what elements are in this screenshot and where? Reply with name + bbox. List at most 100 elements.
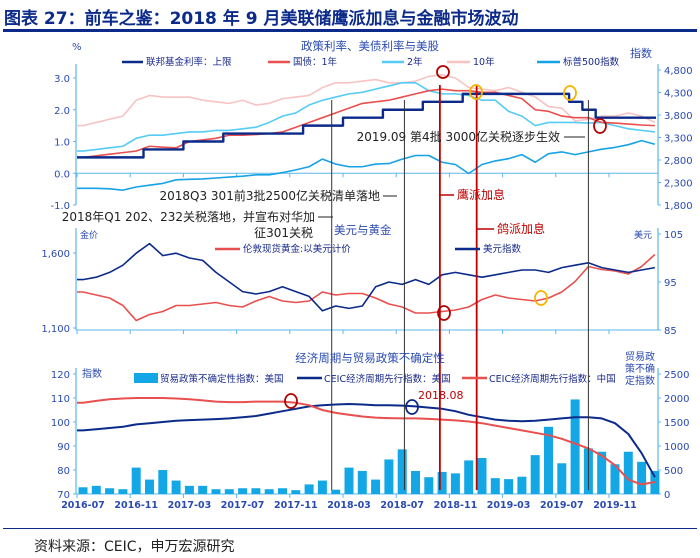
bar-tpu: [464, 460, 474, 494]
bar-tpu: [224, 489, 234, 494]
legend-label-us-cycle: CEIC经济周期先行指数：美国: [324, 373, 451, 385]
y-tick-label-right: 3,300: [664, 134, 693, 145]
bar-tpu: [304, 484, 314, 494]
highlight-circle-us-cycle: [405, 399, 419, 415]
bar-tpu: [504, 479, 514, 494]
y-tick-label-right: 0: [664, 490, 670, 501]
bar-tpu: [411, 470, 420, 494]
y-tick-label-left: 1,600: [41, 249, 70, 260]
x-tick-label: 2018-07: [380, 500, 424, 511]
bar-tpu: [490, 478, 500, 494]
axis-label-dollar: 美元: [634, 229, 652, 241]
y-tick-label-right: 85: [664, 326, 677, 337]
x-tick-label: 2019-03: [487, 500, 531, 511]
bar-tpu: [384, 459, 394, 494]
bar-tpu: [317, 480, 327, 494]
series-line-4: [77, 139, 656, 191]
bar-tpu: [437, 471, 447, 494]
y-tick-label-right: 500: [664, 466, 683, 477]
marks-layer: [77, 74, 660, 494]
y-tick-label-right: 1500: [664, 418, 689, 429]
highlight-circle-gold-breakout: [534, 290, 548, 306]
bar-tpu: [450, 473, 460, 494]
bar-tpu: [131, 467, 141, 494]
axis-label-percent: %: [72, 42, 82, 53]
y-tick-label-right: 4,300: [664, 89, 693, 100]
y-tick-label-left: 80: [57, 466, 70, 477]
y-tick-label-left: 1.0: [54, 138, 70, 149]
x-tick-label: 2017-11: [274, 500, 318, 511]
x-tick-label: 2018-03: [327, 500, 371, 511]
x-tick-label: 2019-11: [593, 500, 637, 511]
y-tick-label-right: 1,800: [664, 201, 693, 212]
x-tick-label: 2017-03: [168, 500, 212, 511]
legend-label-2y: 2年: [407, 56, 423, 68]
series-line-1: [77, 88, 655, 159]
y-tick-label-right: 2000: [664, 394, 689, 405]
highlight-circles: [284, 65, 607, 415]
y-tick-label-right: 2,300: [664, 179, 693, 190]
bar-tpu: [118, 489, 128, 494]
y-tick-label-left: 120: [51, 370, 70, 381]
legend-label-dollar: 美元指数: [483, 243, 522, 255]
legend-swatch-tpu: [134, 373, 158, 383]
title-divider: [3, 29, 697, 32]
bar-tpu: [557, 463, 567, 494]
bar-tpu: [610, 464, 620, 494]
bar-tpu: [424, 477, 434, 494]
bar-tpu: [184, 485, 194, 494]
bar-tpu: [251, 488, 261, 494]
figure-title: 图表 27：前车之鉴：2018 年 9 月美联储鹰派加息与金融市场波动: [4, 9, 519, 29]
bar-tpu: [371, 479, 381, 494]
bar-tpu: [171, 480, 181, 494]
series-line-1: [77, 397, 656, 486]
y-tick-label-left: 100: [51, 418, 70, 429]
highlight-circle-hike-dec-2018: [469, 84, 483, 100]
footer-divider: [3, 528, 697, 529]
legend-label-fed: 联邦基金利率：上限: [146, 56, 232, 68]
bar-tpu: [530, 455, 540, 494]
y-tick-label-right: 2500: [664, 370, 689, 381]
annotation-hawkish-hike: 鹰派加息: [457, 187, 505, 202]
bar-tpu: [198, 485, 208, 494]
axes-layer: -1.0 0.0 1.0 2.0 3.0 1,800 2,300 2,800 3,300 3,80…: [41, 64, 693, 511]
x-tick-label: 2017-07: [221, 500, 265, 511]
bar-tpu: [105, 488, 115, 494]
bar-tpu: [344, 467, 354, 494]
y-tick-label-left: 70: [57, 490, 70, 501]
bar-tpu: [357, 470, 367, 494]
y-tick-label-left: 2.0: [54, 106, 70, 117]
bar-tpu: [517, 476, 527, 494]
bar-tpu: [264, 489, 274, 494]
y-tick-label-left: 110: [51, 394, 70, 405]
y-tick-label-right: 2,800: [664, 156, 693, 167]
panel-title-rates: 政策利率、美债利率与美股: [301, 39, 439, 53]
y-tick-label-left: 90: [57, 442, 70, 453]
y-tick-label-left: 0.0: [54, 169, 70, 180]
annotation-2018-08: 2018.08: [418, 389, 464, 402]
legend-label-gold: 伦敦现货黄金:以美元计价: [243, 243, 351, 255]
bar-tpu: [570, 399, 580, 494]
legend-label-10y: 10年: [473, 56, 495, 68]
bar-tpu: [158, 470, 168, 494]
bar-tpu: [78, 487, 88, 494]
source-note: 资料来源：CEIC，申万宏源研究: [34, 539, 235, 555]
axis-label-tpu-3: 定指数: [625, 374, 655, 387]
bar-tpu: [145, 479, 154, 494]
y-tick-label-right: 1000: [664, 442, 689, 453]
series-line-0: [77, 403, 656, 478]
highlight-circle-cut-2019: [563, 85, 577, 101]
bar-tpu: [637, 461, 647, 494]
x-tick-label: 2016-11: [114, 500, 158, 511]
annotation-tariff-2018-q3: 2018Q3 301前3批2500亿关税清单落地: [159, 188, 380, 203]
y-tick-label-right: 105: [664, 230, 683, 241]
series-line-1: [77, 242, 656, 312]
bar-tpu: [477, 458, 487, 494]
y-tick-label-left: 1,100: [41, 324, 70, 335]
annotations: 2019.09 第4批 3000亿关税逐步生效 2018Q3 301前3批250…: [62, 129, 585, 402]
bar-tpu: [211, 489, 221, 494]
legend-label-sp500: 标普500指数: [563, 56, 620, 68]
axis-label-index-bottom: 指数: [82, 367, 102, 380]
axis-label-gold: 金价: [80, 229, 98, 241]
x-tick-label: 2018-11: [434, 500, 478, 511]
